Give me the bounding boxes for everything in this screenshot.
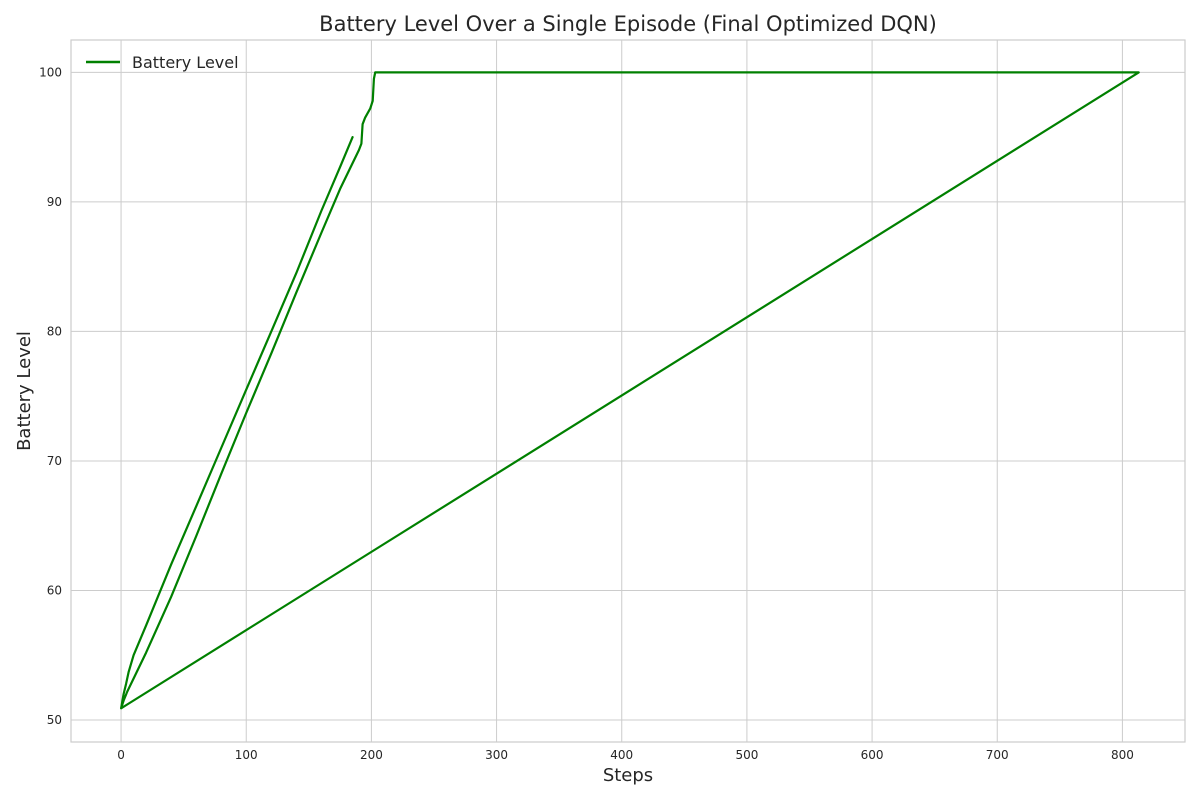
y-tick-labels: 50 60 70 80 90 100 [39,65,62,727]
y-tick-label: 80 [47,324,62,338]
y-tick-label: 70 [47,454,62,468]
chart-title: Battery Level Over a Single Episode (Fin… [319,12,937,36]
plot-frame [70,39,1186,743]
x-tick-label: 500 [735,748,758,762]
y-tick-label: 50 [47,713,62,727]
y-tick-label: 90 [47,195,62,209]
x-tick-label: 800 [1111,748,1134,762]
x-tick-label: 300 [485,748,508,762]
series-layer [119,71,1140,710]
legend-entry-battery-level: Battery Level [132,53,239,72]
x-tick-label: 700 [986,748,1009,762]
grid [71,40,1185,742]
legend: Battery Level [86,53,239,72]
x-tick-label: 200 [360,748,383,762]
series-line-battery-level [119,71,1140,710]
x-tick-labels: 0 100 200 300 400 500 600 700 800 [117,748,1134,762]
x-axis-label: Steps [603,765,653,786]
x-tick-label: 600 [861,748,884,762]
y-axis-label: Battery Level [14,331,35,451]
x-tick-label: 100 [235,748,258,762]
y-tick-label: 60 [47,583,62,597]
x-tick-label: 0 [117,748,125,762]
y-tick-label: 100 [39,65,62,79]
x-tick-label: 400 [610,748,633,762]
